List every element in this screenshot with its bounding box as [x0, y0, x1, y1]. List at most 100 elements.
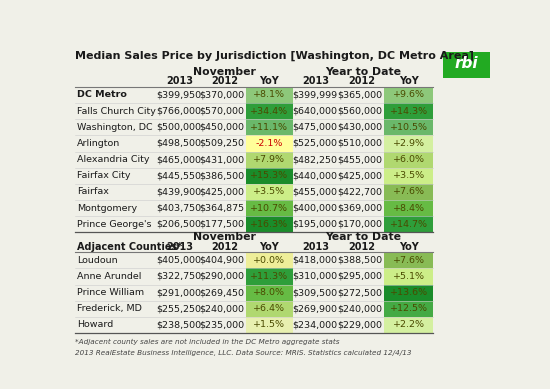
Text: $290,000: $290,000 — [199, 272, 244, 281]
Text: Loudoun: Loudoun — [77, 256, 118, 265]
Text: $498,500: $498,500 — [156, 139, 201, 148]
Text: $399,950: $399,950 — [156, 90, 201, 100]
Bar — [246, 268, 293, 284]
Text: +6.0%: +6.0% — [393, 155, 425, 164]
Text: +6.4%: +6.4% — [253, 304, 285, 313]
Text: +9.6%: +9.6% — [393, 90, 425, 100]
Text: $510,000: $510,000 — [338, 139, 382, 148]
Text: $403,750: $403,750 — [156, 203, 201, 213]
Text: Fairfax: Fairfax — [77, 187, 109, 196]
Text: $509,250: $509,250 — [199, 139, 244, 148]
Text: DC Metro: DC Metro — [77, 90, 127, 100]
Text: +8.0%: +8.0% — [253, 288, 285, 297]
Text: $388,500: $388,500 — [337, 256, 382, 265]
Bar — [384, 152, 433, 168]
Text: $255,250: $255,250 — [156, 304, 201, 313]
Text: $570,000: $570,000 — [199, 107, 244, 116]
Text: YoY: YoY — [259, 242, 279, 252]
Text: $369,000: $369,000 — [337, 203, 382, 213]
Bar — [246, 216, 293, 232]
Bar — [384, 87, 433, 103]
Text: Median Sales Price by Jurisdiction [Washington, DC Metro Area]: Median Sales Price by Jurisdiction [Wash… — [75, 51, 474, 61]
Bar — [246, 200, 293, 216]
Text: $240,000: $240,000 — [338, 304, 382, 313]
Text: +8.1%: +8.1% — [253, 90, 285, 100]
Bar — [384, 200, 433, 216]
Text: $206,500: $206,500 — [156, 220, 201, 229]
Text: 2012: 2012 — [211, 242, 238, 252]
Text: +2.9%: +2.9% — [393, 139, 425, 148]
Text: $291,000: $291,000 — [156, 288, 201, 297]
Text: $295,000: $295,000 — [338, 272, 382, 281]
Text: $364,875: $364,875 — [199, 203, 244, 213]
Text: $431,000: $431,000 — [199, 155, 244, 164]
Text: +11.1%: +11.1% — [250, 123, 288, 132]
Text: +8.4%: +8.4% — [393, 203, 425, 213]
Text: Alexandria City: Alexandria City — [77, 155, 150, 164]
Bar — [246, 103, 293, 119]
Text: $455,000: $455,000 — [293, 187, 338, 196]
Text: $445,550: $445,550 — [156, 171, 201, 180]
Bar — [384, 103, 433, 119]
Text: 2013 RealEstate Business Intelligence, LLC. Data Source: MRIS. Statistics calcul: 2013 RealEstate Business Intelligence, L… — [75, 350, 411, 356]
Text: +34.4%: +34.4% — [250, 107, 288, 116]
Text: +2.2%: +2.2% — [393, 321, 425, 329]
Bar — [246, 87, 293, 103]
Text: $240,000: $240,000 — [199, 304, 244, 313]
Text: $234,000: $234,000 — [293, 321, 338, 329]
Text: +13.6%: +13.6% — [389, 288, 428, 297]
Bar — [384, 284, 433, 301]
Text: $440,000: $440,000 — [293, 171, 338, 180]
Text: YoY: YoY — [259, 76, 279, 86]
Text: $235,000: $235,000 — [199, 321, 244, 329]
Text: $322,750: $322,750 — [156, 272, 201, 281]
Text: $365,000: $365,000 — [337, 90, 382, 100]
Text: $229,000: $229,000 — [338, 321, 382, 329]
Text: $439,900: $439,900 — [156, 187, 201, 196]
Text: $465,000: $465,000 — [156, 155, 201, 164]
Text: $177,500: $177,500 — [199, 220, 244, 229]
Text: +7.9%: +7.9% — [253, 155, 285, 164]
Text: $430,000: $430,000 — [337, 123, 382, 132]
Text: Prince George's: Prince George's — [77, 220, 152, 229]
Text: $195,000: $195,000 — [293, 220, 338, 229]
Text: 2013: 2013 — [302, 242, 329, 252]
Text: rbi: rbi — [455, 56, 478, 71]
Text: YoY: YoY — [399, 242, 419, 252]
Text: $370,000: $370,000 — [199, 90, 244, 100]
Bar — [384, 317, 433, 333]
Bar — [246, 135, 293, 152]
Bar — [246, 284, 293, 301]
Text: November: November — [193, 232, 256, 242]
Text: Montgomery: Montgomery — [77, 203, 138, 213]
Bar — [443, 52, 490, 78]
Bar — [246, 184, 293, 200]
Bar — [384, 168, 433, 184]
Text: 2012: 2012 — [348, 242, 375, 252]
Text: 2013: 2013 — [302, 76, 329, 86]
Text: $269,450: $269,450 — [199, 288, 244, 297]
Text: 2013: 2013 — [166, 76, 193, 86]
Text: +3.5%: +3.5% — [253, 187, 285, 196]
Text: +11.3%: +11.3% — [250, 272, 288, 281]
Text: +10.7%: +10.7% — [250, 203, 288, 213]
Bar — [246, 252, 293, 268]
Text: +1.5%: +1.5% — [253, 321, 285, 329]
Text: +3.5%: +3.5% — [393, 171, 425, 180]
Text: $525,000: $525,000 — [293, 139, 338, 148]
Text: Frederick, MD: Frederick, MD — [77, 304, 142, 313]
Bar — [384, 301, 433, 317]
Text: $425,000: $425,000 — [199, 187, 244, 196]
Text: *Adjacent county sales are not included in the DC Metro aggregate stats: *Adjacent county sales are not included … — [75, 338, 340, 345]
Text: 2013: 2013 — [166, 242, 193, 252]
Bar — [384, 268, 433, 284]
Text: YoY: YoY — [399, 76, 419, 86]
Text: $500,000: $500,000 — [156, 123, 201, 132]
Text: Adjacent Counties*: Adjacent Counties* — [77, 242, 183, 252]
Bar — [246, 119, 293, 135]
Bar — [246, 168, 293, 184]
Text: +0.0%: +0.0% — [253, 256, 285, 265]
Text: +7.6%: +7.6% — [393, 187, 425, 196]
Text: Prince William: Prince William — [77, 288, 145, 297]
Text: $269,900: $269,900 — [293, 304, 338, 313]
